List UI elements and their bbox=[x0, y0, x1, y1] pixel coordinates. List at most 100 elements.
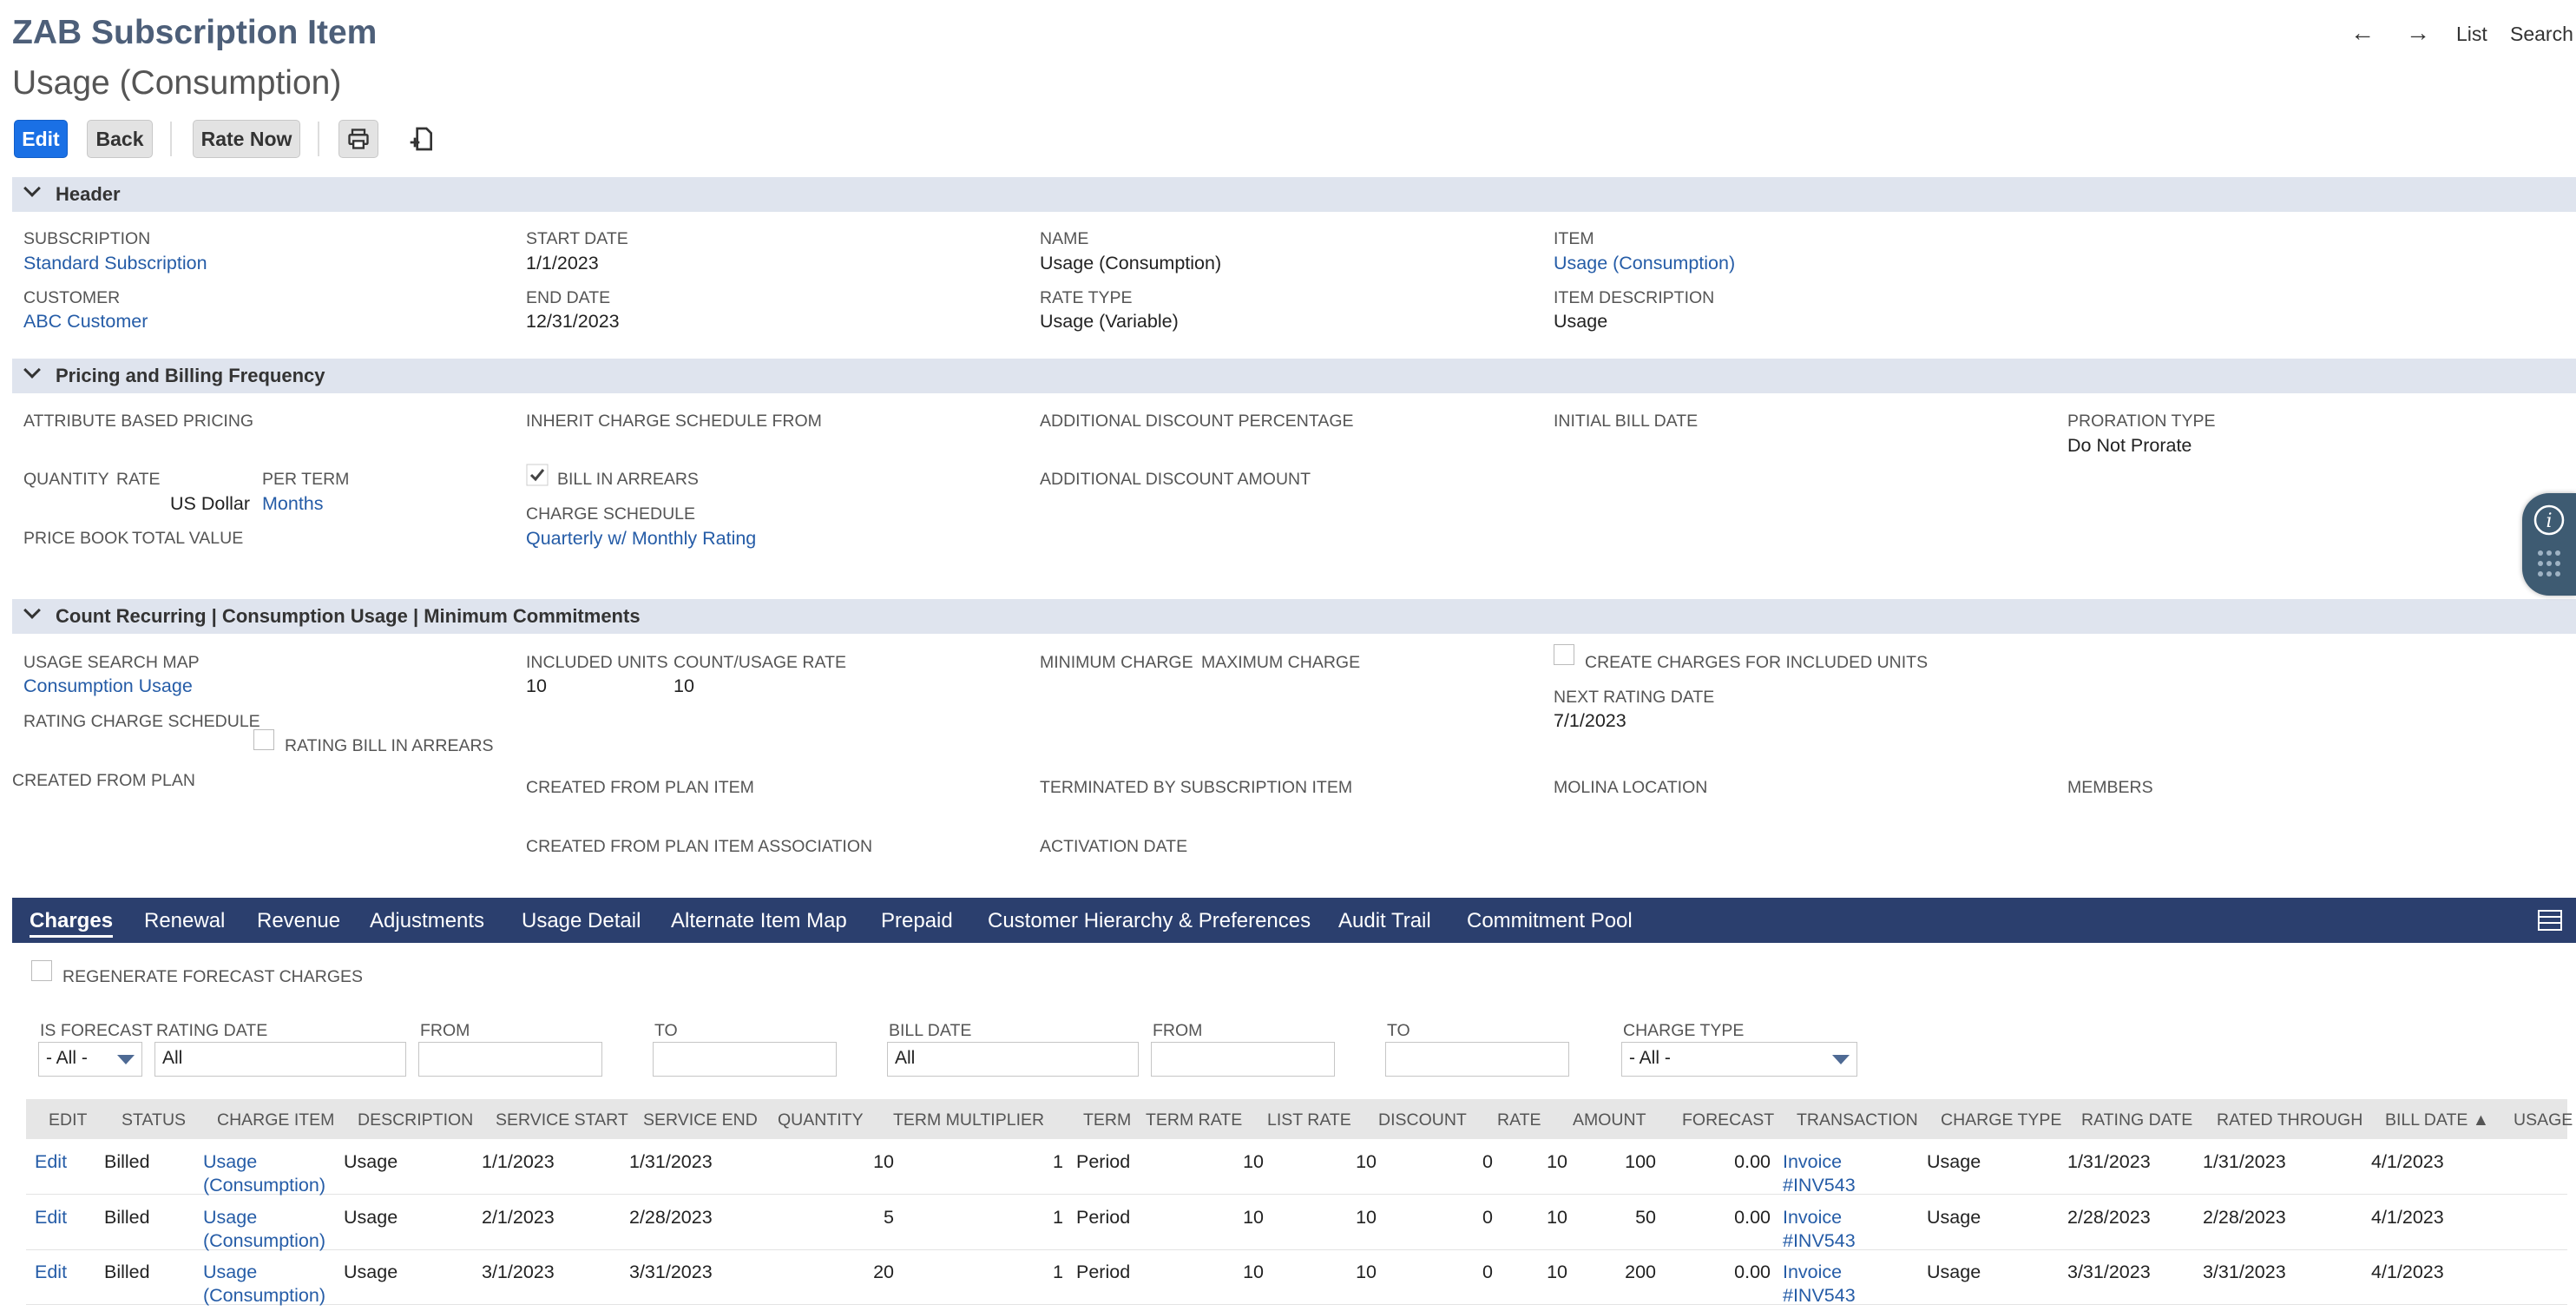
dropdown-arrow-icon bbox=[117, 1055, 135, 1064]
tab-alternate-item-map[interactable]: Alternate Item Map bbox=[671, 909, 847, 932]
is-forecast-select[interactable]: - All - bbox=[38, 1042, 142, 1077]
create-charges-included-units-checkbox[interactable] bbox=[1554, 644, 1574, 665]
svg-text:i: i bbox=[2546, 511, 2552, 532]
info-icon: i bbox=[2533, 504, 2565, 536]
info-widget[interactable]: i bbox=[2522, 493, 2576, 596]
col-description[interactable]: DESCRIPTION bbox=[358, 1110, 474, 1130]
rate-type-value: Usage (Variable) bbox=[1040, 311, 1179, 332]
quantity-cell: 20 bbox=[873, 1262, 894, 1282]
back-button[interactable]: Back bbox=[87, 120, 153, 158]
col-amount[interactable]: AMOUNT bbox=[1573, 1110, 1646, 1130]
rating-from-input[interactable] bbox=[418, 1042, 602, 1077]
new-from-document-button[interactable] bbox=[408, 125, 436, 157]
edit-link[interactable]: Edit bbox=[35, 1151, 68, 1172]
subscription-link[interactable]: Standard Subscription bbox=[23, 253, 207, 273]
bill-in-arrears-checkbox[interactable] bbox=[526, 464, 549, 486]
transaction-link[interactable]: Invoice #INV543 bbox=[1783, 1206, 1856, 1251]
customer-link[interactable]: ABC Customer bbox=[23, 311, 148, 332]
toolbar-divider bbox=[318, 122, 319, 156]
col-charge-type[interactable]: CHARGE TYPE bbox=[1941, 1110, 2062, 1130]
col-list-rate[interactable]: LIST RATE bbox=[1267, 1110, 1351, 1130]
bill-to-label: TO bbox=[1387, 1021, 1410, 1040]
item-link[interactable]: Usage (Consumption) bbox=[1554, 253, 1736, 273]
tab-adjustments[interactable]: Adjustments bbox=[370, 909, 485, 932]
tab-commitment-pool[interactable]: Commitment Pool bbox=[1467, 909, 1633, 932]
bill-in-arrears-label: BILL IN ARREARS bbox=[557, 470, 699, 489]
table-row: Edit Billed Usage (Consumption) Usage 2/1/20… bbox=[26, 1195, 2567, 1251]
bill-from-input[interactable] bbox=[1151, 1042, 1335, 1077]
bill-to-input[interactable] bbox=[1385, 1042, 1569, 1077]
previous-record-arrow-icon[interactable]: ← bbox=[2350, 19, 2375, 46]
usage-search-map-link[interactable]: Consumption Usage bbox=[23, 675, 193, 696]
rating-date-select[interactable]: All bbox=[154, 1042, 406, 1077]
rating-bill-in-arrears-checkbox[interactable] bbox=[253, 729, 274, 750]
toolbar-divider bbox=[170, 122, 172, 156]
col-service-end[interactable]: SERVICE END bbox=[643, 1110, 758, 1130]
transaction-link[interactable]: Invoice #INV543 bbox=[1783, 1151, 1856, 1196]
edit-button[interactable]: Edit bbox=[14, 120, 68, 158]
edit-link[interactable]: Edit bbox=[35, 1262, 68, 1282]
col-term[interactable]: TERM bbox=[1083, 1110, 1132, 1130]
bill-date-select[interactable]: All bbox=[887, 1042, 1139, 1077]
search-link[interactable]: Search bbox=[2510, 23, 2573, 45]
edit-link[interactable]: Edit bbox=[35, 1206, 68, 1228]
col-forecast[interactable]: FORECAST bbox=[1682, 1110, 1775, 1130]
col-bill-date[interactable]: BILL DATE ▲ bbox=[2385, 1110, 2490, 1130]
charge-type-select[interactable]: - All - bbox=[1621, 1042, 1857, 1077]
next-rating-date-value: 7/1/2023 bbox=[1554, 710, 1626, 731]
list-rate-cell: 10 bbox=[1356, 1262, 1377, 1282]
col-charge-item[interactable]: CHARGE ITEM bbox=[217, 1110, 335, 1130]
print-button[interactable] bbox=[338, 120, 378, 158]
dropdown-arrow-icon bbox=[1832, 1055, 1850, 1064]
rated-through-cell: 3/31/2023 bbox=[2203, 1262, 2286, 1282]
col-term-rate[interactable]: TERM RATE bbox=[1146, 1110, 1243, 1130]
tab-prepaid[interactable]: Prepaid bbox=[881, 909, 953, 932]
header-section-toggle[interactable]: Header bbox=[12, 177, 2576, 212]
tab-charges[interactable]: Charges bbox=[30, 909, 114, 938]
col-status: STATUS bbox=[122, 1110, 187, 1130]
col-service-start[interactable]: SERVICE START bbox=[496, 1110, 628, 1130]
list-link[interactable]: List bbox=[2456, 23, 2487, 45]
col-discount[interactable]: DISCOUNT bbox=[1378, 1110, 1467, 1130]
tab-usage-detail[interactable]: Usage Detail bbox=[522, 909, 641, 932]
col-usage[interactable]: USAGE bbox=[2514, 1110, 2573, 1130]
item-label: ITEM bbox=[1554, 229, 1594, 248]
rate-label: RATE bbox=[116, 470, 161, 489]
rating-to-input[interactable] bbox=[653, 1042, 837, 1077]
header-section-title: Header bbox=[56, 183, 121, 205]
count-section-toggle[interactable]: Count Recurring | Consumption Usage | Mi… bbox=[12, 599, 2576, 634]
tab-revenue[interactable]: Revenue bbox=[257, 909, 341, 932]
rating-date-label: RATING DATE bbox=[156, 1021, 268, 1040]
col-quantity[interactable]: QUANTITY bbox=[778, 1110, 864, 1130]
next-record-arrow-icon[interactable]: → bbox=[2406, 19, 2430, 46]
tab-audit-trail[interactable]: Audit Trail bbox=[1338, 909, 1431, 932]
bill-date-label: BILL DATE bbox=[889, 1021, 972, 1040]
status-cell: Billed bbox=[104, 1151, 150, 1172]
col-rated-through[interactable]: RATED THROUGH bbox=[2217, 1110, 2363, 1130]
chevron-down-icon bbox=[26, 182, 42, 198]
pricing-section-toggle[interactable]: Pricing and Billing Frequency bbox=[12, 359, 2576, 393]
description-cell: Usage bbox=[344, 1206, 398, 1228]
transaction-link[interactable]: Invoice #INV543 bbox=[1783, 1262, 1856, 1306]
menu-icon[interactable] bbox=[2538, 910, 2562, 931]
charge-item-link[interactable]: Usage (Consumption) bbox=[203, 1151, 325, 1196]
col-rating-date[interactable]: RATING DATE bbox=[2081, 1110, 2193, 1130]
tab-customer-hierarchy[interactable]: Customer Hierarchy & Preferences bbox=[988, 909, 1311, 932]
charge-item-link[interactable]: Usage (Consumption) bbox=[203, 1206, 325, 1251]
tab-renewal[interactable]: Renewal bbox=[144, 909, 226, 932]
record-type-title: ZAB Subscription Item bbox=[12, 14, 378, 51]
additional-discount-amount-label: ADDITIONAL DISCOUNT AMOUNT bbox=[1040, 470, 1311, 489]
per-term-link[interactable]: Months bbox=[262, 493, 324, 514]
regenerate-forecast-checkbox[interactable] bbox=[31, 960, 52, 981]
term-rate-cell: 10 bbox=[1243, 1206, 1264, 1228]
terminated-by-subscription-item-label: TERMINATED BY SUBSCRIPTION ITEM bbox=[1040, 778, 1353, 797]
rate-now-button[interactable]: Rate Now bbox=[193, 120, 300, 158]
col-transaction[interactable]: TRANSACTION bbox=[1797, 1110, 1918, 1130]
charge-item-link[interactable]: Usage (Consumption) bbox=[203, 1262, 325, 1306]
per-term-label: PER TERM bbox=[262, 470, 350, 489]
col-rate[interactable]: RATE bbox=[1497, 1110, 1541, 1130]
end-date-value: 12/31/2023 bbox=[526, 311, 620, 332]
col-term-multiplier[interactable]: TERM MULTIPLIER bbox=[893, 1110, 1045, 1130]
col-edit: EDIT bbox=[49, 1110, 88, 1130]
charge-schedule-link[interactable]: Quarterly w/ Monthly Rating bbox=[526, 528, 757, 549]
